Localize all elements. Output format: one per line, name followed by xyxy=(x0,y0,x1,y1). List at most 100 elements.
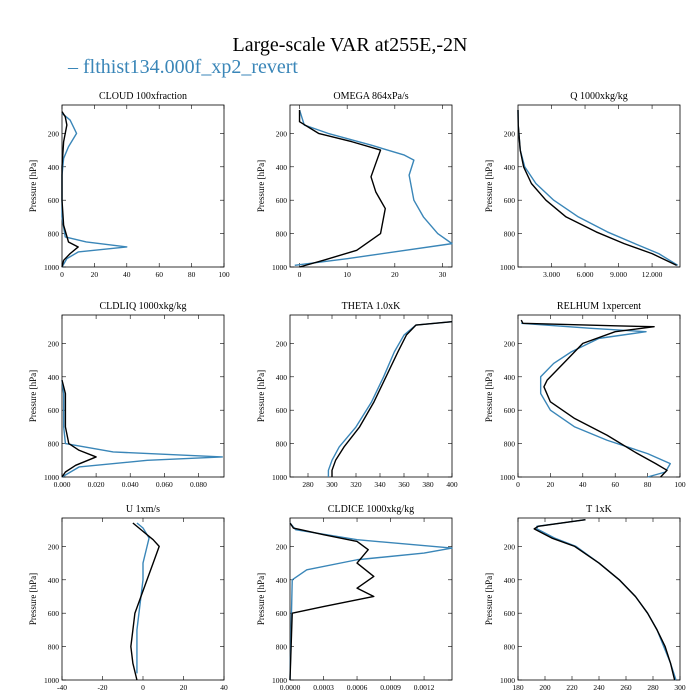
panel-frame xyxy=(61,517,225,681)
x-tick-label: 280 xyxy=(302,480,314,489)
y-tick-label: 200 xyxy=(504,339,516,348)
y-tick-label: 800 xyxy=(48,230,60,239)
y-tick-label: 1000 xyxy=(44,676,59,685)
y-axis-label: Pressure [hPa] xyxy=(28,370,38,422)
panel-frame xyxy=(289,517,453,681)
series-line-experiment xyxy=(327,320,453,477)
y-tick-label: 600 xyxy=(504,196,516,205)
panel-title: RELHUM 1xpercent xyxy=(557,301,641,312)
y-tick-label: 1000 xyxy=(272,263,287,272)
series-line-experiment xyxy=(521,322,671,478)
x-tick-label: -20 xyxy=(98,683,108,692)
series-line-reference xyxy=(520,319,668,478)
panel-frame xyxy=(61,104,225,268)
series-line-experiment xyxy=(536,518,677,681)
x-tick-label: 0 xyxy=(141,683,145,692)
panel-6: U 1xm/s -40 -20 0 20 40 200 400 600 800 1000 Pressu… xyxy=(28,504,228,692)
y-tick-label: 600 xyxy=(276,609,288,618)
panel-4: THETA 1.0xK 280 300 320 340 360 380 400 200 400 60… xyxy=(256,301,458,489)
x-tick-label: 0.0003 xyxy=(313,683,334,692)
x-tick-label: 60 xyxy=(611,480,619,489)
x-tick-label: 100 xyxy=(218,270,230,279)
y-tick-label: 200 xyxy=(504,129,516,138)
y-axis-label: Pressure [hPa] xyxy=(256,370,266,422)
panel-0: CLOUD 100xfraction 0 20 40 60 80 100 200 400 600 8… xyxy=(28,91,230,279)
series-line-experiment xyxy=(61,112,128,268)
series-line-reference xyxy=(130,522,160,681)
y-tick-label: 400 xyxy=(48,163,60,172)
y-tick-label: 1000 xyxy=(500,263,515,272)
y-tick-label: 400 xyxy=(276,163,288,172)
x-tick-label: 12.000 xyxy=(642,270,663,279)
y-tick-label: 800 xyxy=(504,230,516,239)
x-tick-label: 380 xyxy=(422,480,434,489)
x-tick-label: 60 xyxy=(155,270,163,279)
y-tick-label: 600 xyxy=(504,406,516,415)
series-line-experiment xyxy=(289,522,453,681)
series-line-reference xyxy=(61,111,79,268)
y-tick-label: 600 xyxy=(276,196,288,205)
x-tick-label: 200 xyxy=(539,683,551,692)
panel-2: Q 1000xkg/kg 3.000 6.000 9.000 12.000 200 400 6… xyxy=(484,91,681,279)
panel-frame xyxy=(61,314,225,478)
panel-title: THETA 1.0xK xyxy=(342,301,401,312)
y-tick-label: 1000 xyxy=(272,676,287,685)
x-tick-label: 0.060 xyxy=(156,480,173,489)
y-tick-label: 800 xyxy=(276,230,288,239)
x-tick-label: 0 xyxy=(298,270,302,279)
y-tick-label: 400 xyxy=(276,576,288,585)
y-tick-label: 800 xyxy=(48,440,60,449)
series-line-reference xyxy=(298,110,386,268)
x-tick-label: 220 xyxy=(566,683,578,692)
panel-frame xyxy=(517,104,681,268)
panel-title: U 1xm/s xyxy=(126,504,160,515)
x-tick-label: 320 xyxy=(350,480,362,489)
x-tick-label: 100 xyxy=(674,480,686,489)
panel-7: CLDICE 1000xkg/kg 0.0000 0.0003 0.0006 0.000… xyxy=(256,504,453,692)
series-line-reference xyxy=(517,109,677,266)
series-line-reference xyxy=(533,518,676,681)
y-tick-label: 1000 xyxy=(44,263,59,272)
x-tick-label: 20 xyxy=(91,270,99,279)
panel-frame xyxy=(289,314,453,478)
panel-title: CLOUD 100xfraction xyxy=(99,91,187,102)
x-tick-label: 360 xyxy=(398,480,410,489)
series-line-experiment xyxy=(136,522,150,674)
x-tick-label: 400 xyxy=(446,480,458,489)
panel-8: T 1xK 180 200 220 240 260 280 300 200 400 600 800 10… xyxy=(484,504,686,692)
y-tick-label: 800 xyxy=(504,643,516,652)
x-tick-label: 9.000 xyxy=(610,270,627,279)
y-tick-label: 600 xyxy=(276,406,288,415)
x-tick-label: 300 xyxy=(326,480,338,489)
x-tick-label: 20 xyxy=(180,683,188,692)
x-tick-label: -40 xyxy=(57,683,67,692)
y-tick-label: 800 xyxy=(276,643,288,652)
x-tick-label: 0.0000 xyxy=(280,683,301,692)
x-tick-label: 0.0006 xyxy=(347,683,368,692)
y-tick-label: 1000 xyxy=(272,473,287,482)
series-line-experiment xyxy=(61,380,223,478)
x-tick-label: 0 xyxy=(516,480,520,489)
x-tick-label: 20 xyxy=(391,270,399,279)
x-tick-label: 80 xyxy=(644,480,652,489)
series-line-reference xyxy=(331,320,453,477)
x-tick-label: 0.0012 xyxy=(414,683,435,692)
y-tick-label: 800 xyxy=(276,440,288,449)
x-tick-label: 260 xyxy=(620,683,632,692)
panel-frame xyxy=(517,314,681,478)
x-tick-label: 40 xyxy=(220,683,228,692)
panel-5: RELHUM 1xpercent 0 20 40 60 80 100 200 400 600 800… xyxy=(484,301,686,489)
x-tick-label: 280 xyxy=(647,683,659,692)
y-tick-label: 600 xyxy=(48,609,60,618)
legend-entry: – flthist134.000f_xp2_revert xyxy=(68,56,298,78)
y-tick-label: 600 xyxy=(48,196,60,205)
y-tick-label: 1000 xyxy=(500,473,515,482)
x-tick-label: 80 xyxy=(188,270,196,279)
y-axis-label: Pressure [hPa] xyxy=(28,573,38,625)
x-tick-label: 0.040 xyxy=(122,480,139,489)
y-axis-label: Pressure [hPa] xyxy=(484,573,494,625)
x-tick-label: 180 xyxy=(512,683,524,692)
x-tick-label: 40 xyxy=(579,480,587,489)
y-tick-label: 400 xyxy=(504,576,516,585)
series-line-experiment xyxy=(294,109,453,267)
